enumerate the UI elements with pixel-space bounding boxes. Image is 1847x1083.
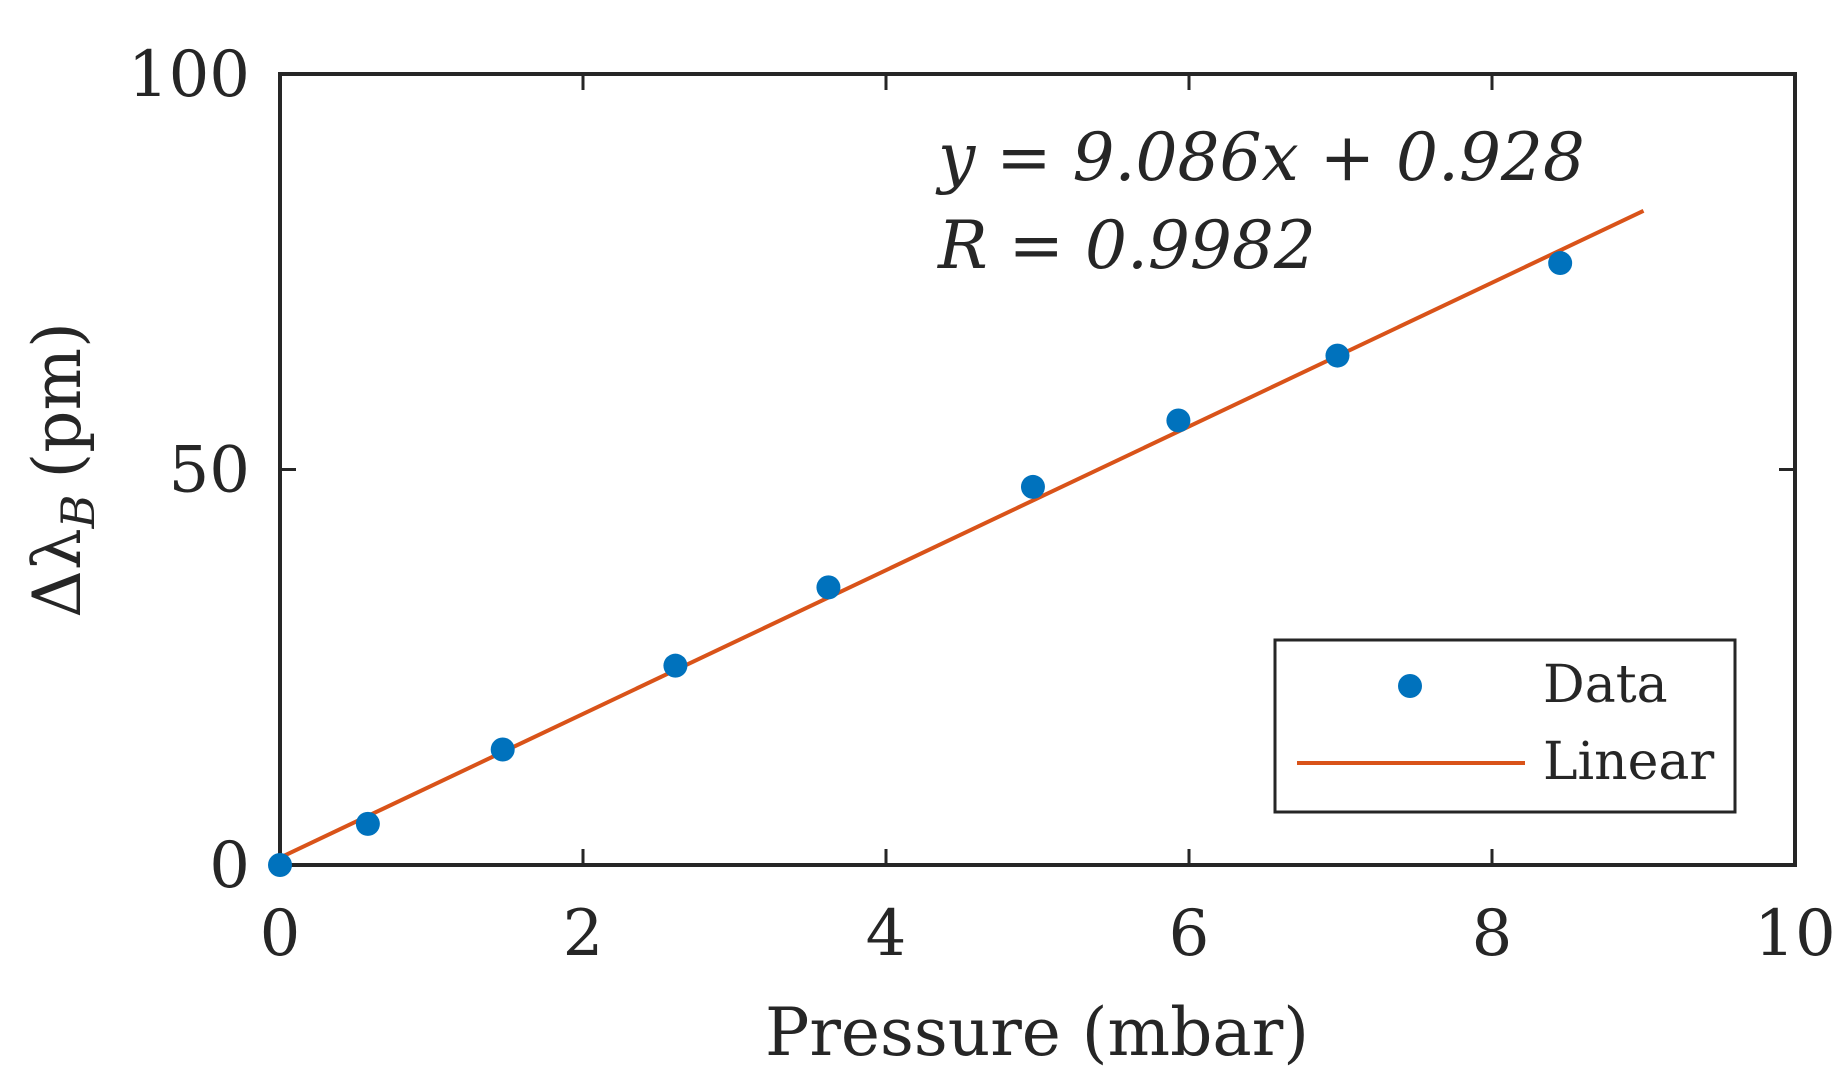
y-axis-label: ΔλB (pm) — [19, 322, 105, 618]
y-axis-tick-labels: 0 50 100 — [128, 38, 250, 903]
x-tick-label: 8 — [1472, 897, 1513, 971]
x-tick-label: 6 — [1169, 897, 1210, 971]
series-data-point — [1325, 343, 1350, 368]
y-axis-label-subscript: B — [51, 495, 105, 530]
series-data-point — [1020, 474, 1045, 499]
y-tick-label: 0 — [209, 829, 250, 903]
series-data-point — [268, 853, 292, 877]
y-axis-label-symbol: Δλ — [19, 528, 96, 618]
legend-marker-data — [1398, 674, 1422, 698]
series-layer — [268, 209, 1645, 877]
series-data-point — [355, 811, 380, 836]
x-tick-label: 2 — [563, 897, 604, 971]
series-data-point — [816, 575, 841, 600]
series-data-point — [1548, 251, 1573, 276]
series-data-point — [663, 653, 688, 678]
series-data-point — [490, 737, 515, 762]
x-tick-label: 4 — [866, 897, 907, 971]
legend: Data Linear — [1273, 638, 1737, 814]
legend-box — [1273, 638, 1737, 814]
y-axis-label-unit: (pm) — [19, 322, 96, 478]
x-axis-tick-labels: 0 2 4 6 8 10 — [260, 897, 1836, 971]
y-tick-label: 50 — [169, 434, 250, 508]
y-tick-label: 100 — [128, 38, 250, 112]
x-tick-label: 10 — [1754, 897, 1835, 971]
x-axis-label: Pressure (mbar) — [765, 994, 1309, 1071]
legend-label-linear: Linear — [1543, 732, 1714, 792]
fit-r-value-annotation: R = 0.9982 — [937, 207, 1316, 284]
fit-equation-annotation: y = 9.086x + 0.928 — [935, 119, 1585, 196]
legend-label-data: Data — [1543, 655, 1668, 715]
x-tick-label: 0 — [260, 897, 301, 971]
series-data-point — [1166, 408, 1191, 433]
